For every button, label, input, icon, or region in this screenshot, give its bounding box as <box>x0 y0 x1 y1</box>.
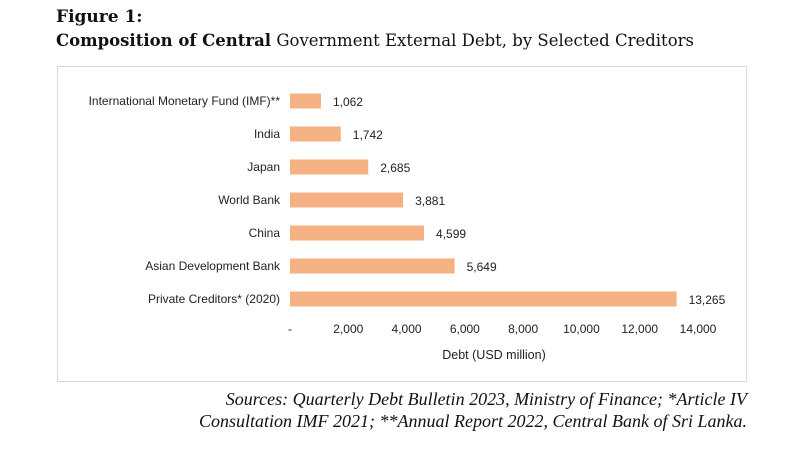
figure-title-rest: Government External Debt, by Selected Cr… <box>271 31 694 50</box>
x-tick-label: 6,000 <box>450 322 480 336</box>
sources-line-2: Consultation IMF 2021; **Annual Report 2… <box>199 411 747 431</box>
x-tick-label: - <box>288 322 292 336</box>
data-label: 1,062 <box>333 95 363 109</box>
category-label: International Monetary Fund (IMF)** <box>89 94 281 108</box>
sources-line-1: Sources: Quarterly Debt Bulletin 2023, M… <box>225 389 747 409</box>
figure-title: Composition of Central Government Extern… <box>56 31 694 50</box>
x-tick-label: 4,000 <box>392 322 422 336</box>
bar <box>290 126 341 142</box>
bar <box>290 192 404 208</box>
data-label: 1,742 <box>353 128 383 142</box>
data-label: 4,599 <box>436 227 466 241</box>
category-label: Asian Development Bank <box>145 259 281 273</box>
x-tick-label: 12,000 <box>621 322 658 336</box>
x-tick-label: 14,000 <box>680 322 717 336</box>
x-axis-title: Debt (USD million) <box>442 348 546 362</box>
data-label: 2,685 <box>380 161 410 175</box>
data-label: 5,649 <box>467 260 497 274</box>
category-label: World Bank <box>218 193 281 207</box>
bar <box>290 159 369 175</box>
bar-chart: International Monetary Fund (IMF)** 1,062… <box>89 93 726 362</box>
figure-title-bold: Composition of Central <box>56 31 272 50</box>
data-label: 3,881 <box>415 194 445 208</box>
sources-note: Sources: Quarterly Debt Bulletin 2023, M… <box>199 388 747 432</box>
chart-area: International Monetary Fund (IMF)** 1,062… <box>57 66 747 382</box>
category-label: Private Creditors* (2020) <box>148 292 280 306</box>
bar <box>290 93 321 109</box>
figure-label: Figure 1: <box>56 7 143 27</box>
x-tick-label: 10,000 <box>563 322 600 336</box>
x-tick-label: 8,000 <box>508 322 538 336</box>
bar <box>290 258 455 274</box>
category-label: Japan <box>247 160 280 174</box>
category-label: India <box>254 127 280 141</box>
bar <box>290 225 425 241</box>
x-tick-label: 2,000 <box>333 322 363 336</box>
data-label: 13,265 <box>689 293 726 307</box>
bar <box>290 291 677 307</box>
category-label: China <box>249 226 281 240</box>
